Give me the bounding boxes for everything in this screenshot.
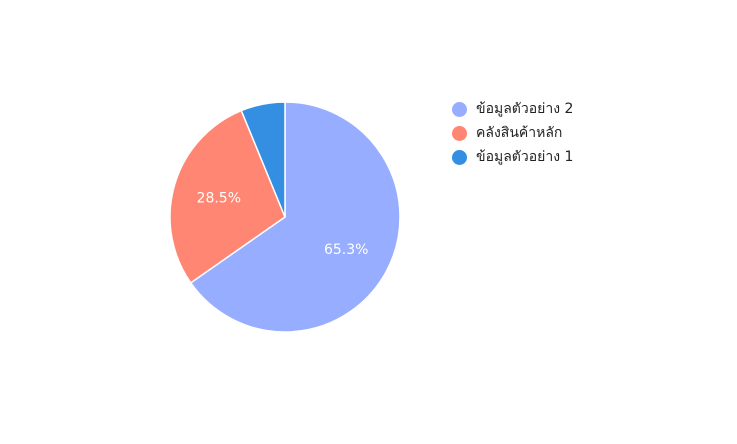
slice-label-main-warehouse: 28.5% — [197, 191, 241, 207]
chart-legend: ข้อมูลตัวอย่าง 2 คลังสินค้าหลัก ข้อมูลตั… — [452, 97, 573, 169]
legend-swatch-sample-1 — [452, 149, 467, 165]
legend-item-sample-2[interactable]: ข้อมูลตัวอย่าง 2 — [452, 97, 573, 121]
pie-slice-sample-1[interactable] — [240, 101, 286, 218]
legend-label-sample-2: ข้อมูลตัวอย่าง 2 — [476, 101, 574, 117]
legend-item-main-warehouse[interactable]: คลังสินค้าหลัก — [452, 121, 573, 145]
legend-label-sample-1: ข้อมูลตัวอย่าง 1 — [476, 149, 574, 165]
legend-label-main-warehouse: คลังสินค้าหลัก — [476, 125, 563, 141]
legend-swatch-sample-2 — [452, 101, 467, 117]
slice-label-sample-2: 65.3% — [324, 242, 368, 258]
pie-slice-sample-2[interactable] — [189, 101, 401, 333]
legend-swatch-main-warehouse — [452, 125, 467, 141]
legend-item-sample-1[interactable]: ข้อมูลตัวอย่าง 1 — [452, 145, 573, 169]
pie-slice-main-warehouse[interactable] — [169, 109, 286, 284]
